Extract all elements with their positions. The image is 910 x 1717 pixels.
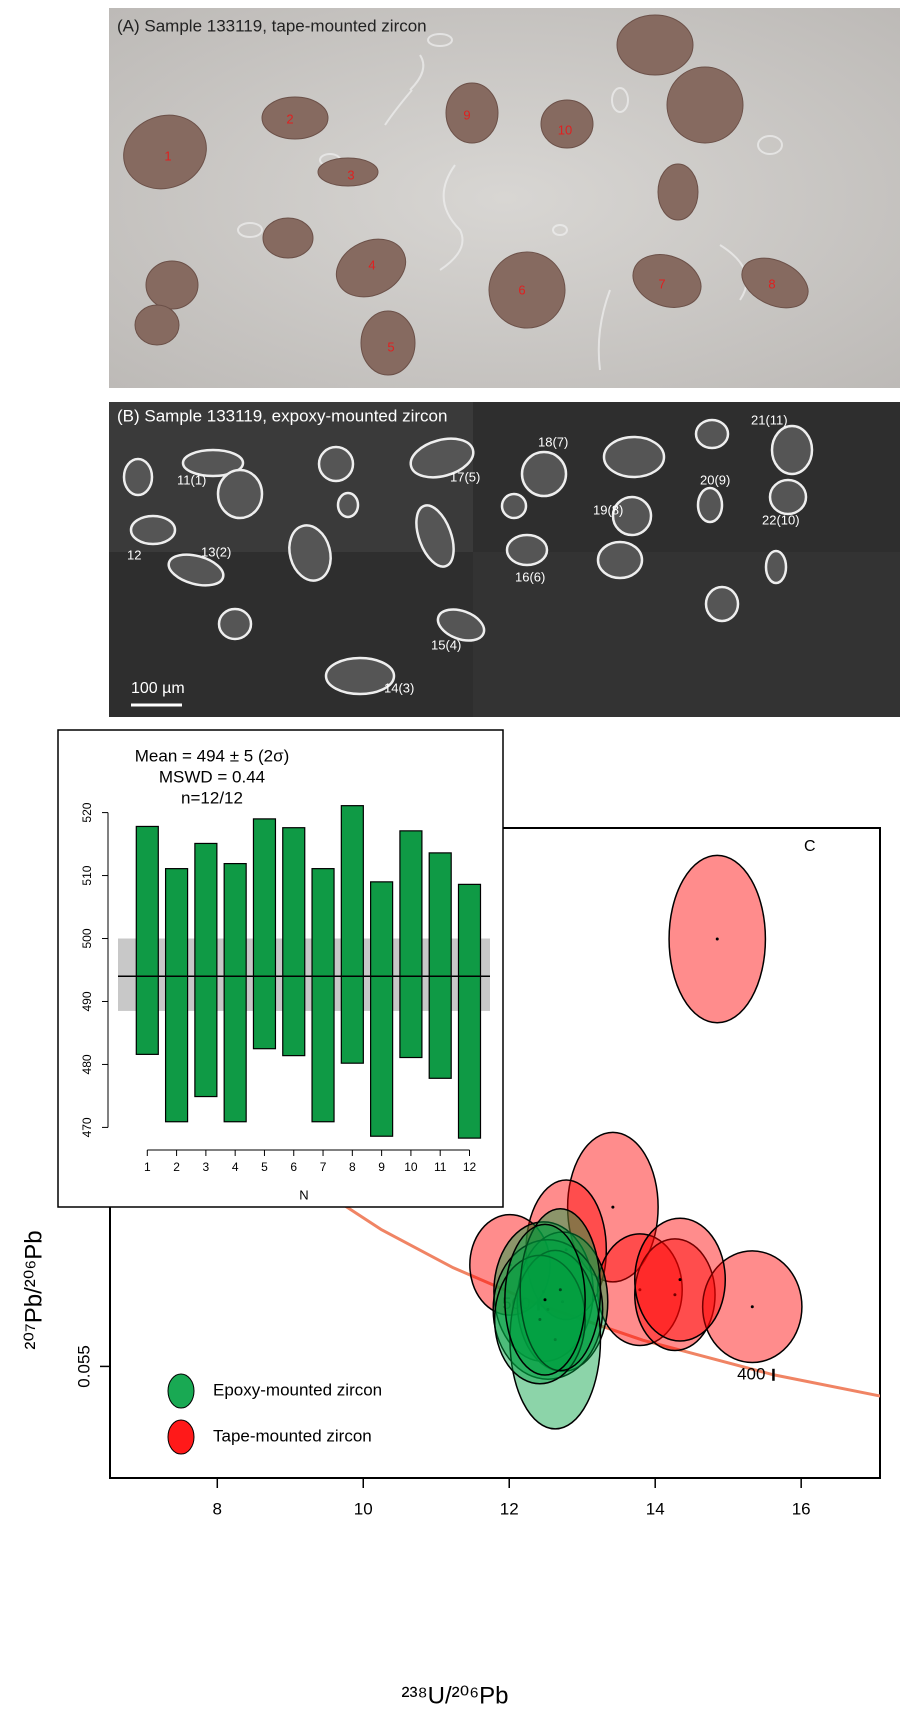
ellipse-center bbox=[546, 1308, 550, 1312]
bar bbox=[311, 868, 335, 1123]
legend-label: Epoxy-mounted zircon bbox=[213, 1380, 382, 1399]
y-tick-label: 500 bbox=[80, 928, 94, 948]
y-tick-label: 490 bbox=[80, 991, 94, 1011]
x-tick-label: 10 bbox=[354, 1499, 373, 1518]
x-tick-label: 12 bbox=[463, 1160, 477, 1174]
grain-label: 15(4) bbox=[431, 637, 461, 652]
bar bbox=[340, 805, 364, 1064]
ellipse-center bbox=[564, 1248, 568, 1252]
x-tick-label: 4 bbox=[232, 1160, 239, 1174]
x-tick-label: 12 bbox=[500, 1499, 519, 1518]
x-tick-label: 16 bbox=[792, 1499, 811, 1518]
grain-label: 1 bbox=[164, 148, 171, 163]
grain-label: 22(10) bbox=[762, 512, 800, 527]
x-tick-label: 5 bbox=[261, 1160, 268, 1174]
grain-label: 8 bbox=[768, 276, 775, 291]
grain-label: 9 bbox=[463, 107, 470, 122]
x-tick-label: 11 bbox=[434, 1160, 447, 1174]
y-tick-label: 520 bbox=[80, 802, 94, 822]
grain-label: 4 bbox=[368, 257, 375, 272]
x-tick-label: 8 bbox=[349, 1160, 356, 1174]
ellipse-center bbox=[561, 1300, 565, 1304]
bar bbox=[282, 827, 306, 1057]
bar bbox=[370, 881, 394, 1137]
x-tick-label: 7 bbox=[320, 1160, 327, 1174]
concordia-chart: C8 10 12 14 160.055²³⁸U/²⁰⁶Pb²⁰⁷Pb/²⁰⁶Pb4005… bbox=[20, 827, 881, 1709]
grain-label: 20(9) bbox=[700, 472, 730, 487]
grain-label: 2 bbox=[286, 111, 293, 126]
bar bbox=[428, 852, 452, 1079]
legend-label: Tape-mounted zircon bbox=[213, 1426, 372, 1445]
age-label: 400 bbox=[737, 1364, 765, 1383]
x-axis-label: N bbox=[299, 1187, 308, 1202]
x-tick-label: 9 bbox=[378, 1160, 385, 1174]
panel-b: (B) Sample 133119, expoxy-mounted zircon… bbox=[109, 402, 900, 717]
ellipse-center bbox=[673, 1293, 677, 1297]
y-tick-label: 480 bbox=[80, 1054, 94, 1074]
grains bbox=[123, 14, 809, 376]
grain-label: 17(5) bbox=[450, 469, 480, 484]
grain-label: 3 bbox=[347, 167, 354, 182]
y-axis-label: ²⁰⁷Pb/²⁰⁶Pb bbox=[20, 1230, 47, 1349]
grain-label: 12 bbox=[127, 547, 141, 562]
panel-b-title: (B) Sample 133119, expoxy-mounted zircon bbox=[117, 406, 447, 425]
panel-a: (A) Sample 133119, tape-mounted zircon 1… bbox=[109, 8, 900, 388]
photo-a bbox=[109, 8, 900, 388]
ellipse-center bbox=[715, 937, 719, 941]
inset-title: Mean = 494 ± 5 (2σ) bbox=[135, 746, 290, 765]
bar bbox=[457, 883, 482, 1139]
bar bbox=[223, 862, 247, 1123]
age-label: 500 bbox=[502, 1294, 530, 1313]
plot-area: 400 500 bbox=[320, 854, 880, 1430]
ellipse-center bbox=[543, 1298, 547, 1302]
scale-bar-label: 100 µm bbox=[131, 680, 185, 697]
grains bbox=[122, 418, 814, 696]
bar bbox=[194, 842, 218, 1098]
grain-label: 21(11) bbox=[751, 412, 788, 427]
grain-label: 11(1) bbox=[177, 472, 206, 487]
x-tick-label: 1 bbox=[144, 1160, 151, 1174]
y-tick-label: 0.055 bbox=[74, 1345, 93, 1388]
ellipse-center bbox=[611, 1205, 615, 1209]
y-tick-label: 470 bbox=[80, 1117, 94, 1137]
grain-label: 18(7) bbox=[538, 434, 568, 449]
ellipse-center bbox=[542, 1290, 546, 1294]
bar bbox=[399, 830, 423, 1059]
ellipse-center bbox=[538, 1318, 542, 1322]
grain-label: 13(2) bbox=[201, 544, 231, 559]
grain-label: 19(8) bbox=[593, 502, 623, 517]
ellipse-center bbox=[558, 1288, 562, 1292]
x-tick-label: 14 bbox=[646, 1499, 665, 1518]
grain-label: 10 bbox=[558, 122, 572, 137]
ellipse-center bbox=[750, 1305, 754, 1309]
legend-swatch bbox=[167, 1419, 195, 1455]
grain-label: 6 bbox=[518, 282, 525, 297]
bar bbox=[164, 868, 189, 1123]
grain-label: 14(3) bbox=[384, 680, 414, 695]
panel-label: C bbox=[804, 838, 816, 855]
x-axis-label: ²³⁸U/²⁰⁶Pb bbox=[402, 1682, 509, 1709]
x-tick-label: 3 bbox=[203, 1160, 210, 1174]
grain-label: 5 bbox=[387, 339, 394, 354]
x-tick-label: 2 bbox=[173, 1160, 180, 1174]
y-tick-label: 510 bbox=[80, 865, 94, 885]
x-tick-label: 8 bbox=[213, 1499, 222, 1518]
inset-title: MSWD = 0.44 bbox=[159, 767, 265, 786]
inset-title: n=12/12 bbox=[181, 788, 243, 807]
x-tick-label: 10 bbox=[404, 1160, 418, 1174]
ellipse-center bbox=[553, 1338, 557, 1342]
ellipse-center bbox=[638, 1288, 642, 1292]
grain-label: 16(6) bbox=[515, 569, 545, 584]
inset-chart: Mean = 494 ± 5 (2σ)MSWD = 0.44n=12/121 2 3… bbox=[57, 729, 504, 1208]
ellipse-center bbox=[678, 1278, 682, 1282]
grain-label: 7 bbox=[658, 276, 665, 291]
bar bbox=[135, 825, 159, 1055]
bar bbox=[252, 818, 277, 1050]
x-tick-label: 6 bbox=[290, 1160, 297, 1174]
panel-a-title: (A) Sample 133119, tape-mounted zircon bbox=[117, 16, 427, 35]
legend-swatch bbox=[167, 1373, 195, 1409]
